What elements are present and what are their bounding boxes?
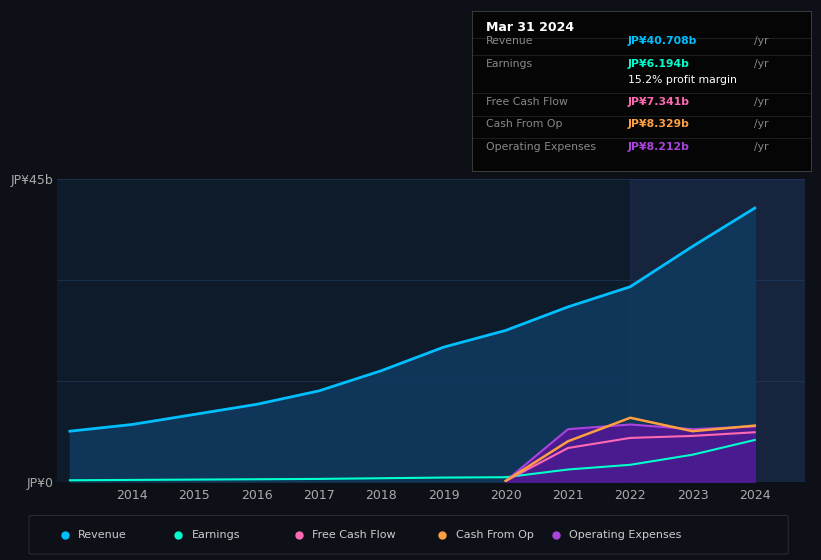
Text: /yr: /yr xyxy=(754,97,768,107)
Text: /yr: /yr xyxy=(754,36,768,46)
Bar xyxy=(631,179,805,482)
Text: Free Cash Flow: Free Cash Flow xyxy=(486,97,567,107)
Text: Earnings: Earnings xyxy=(191,530,240,540)
Text: 15.2% profit margin: 15.2% profit margin xyxy=(628,74,737,85)
Text: Operating Expenses: Operating Expenses xyxy=(569,530,681,540)
Text: JP¥40.708b: JP¥40.708b xyxy=(628,36,697,46)
Text: Earnings: Earnings xyxy=(486,59,533,69)
Text: Cash From Op: Cash From Op xyxy=(486,119,562,129)
FancyBboxPatch shape xyxy=(29,516,788,554)
Text: /yr: /yr xyxy=(754,119,768,129)
Text: JP¥7.341b: JP¥7.341b xyxy=(628,97,690,107)
Text: Mar 31 2024: Mar 31 2024 xyxy=(486,21,574,34)
Text: JP¥8.212b: JP¥8.212b xyxy=(628,142,690,152)
Text: Operating Expenses: Operating Expenses xyxy=(486,142,596,152)
Text: JP¥6.194b: JP¥6.194b xyxy=(628,59,690,69)
Text: Cash From Op: Cash From Op xyxy=(456,530,534,540)
Text: Revenue: Revenue xyxy=(78,530,127,540)
Text: Free Cash Flow: Free Cash Flow xyxy=(312,530,396,540)
Text: /yr: /yr xyxy=(754,59,768,69)
Text: Revenue: Revenue xyxy=(486,36,533,46)
Text: /yr: /yr xyxy=(754,142,768,152)
Text: JP¥8.329b: JP¥8.329b xyxy=(628,119,690,129)
